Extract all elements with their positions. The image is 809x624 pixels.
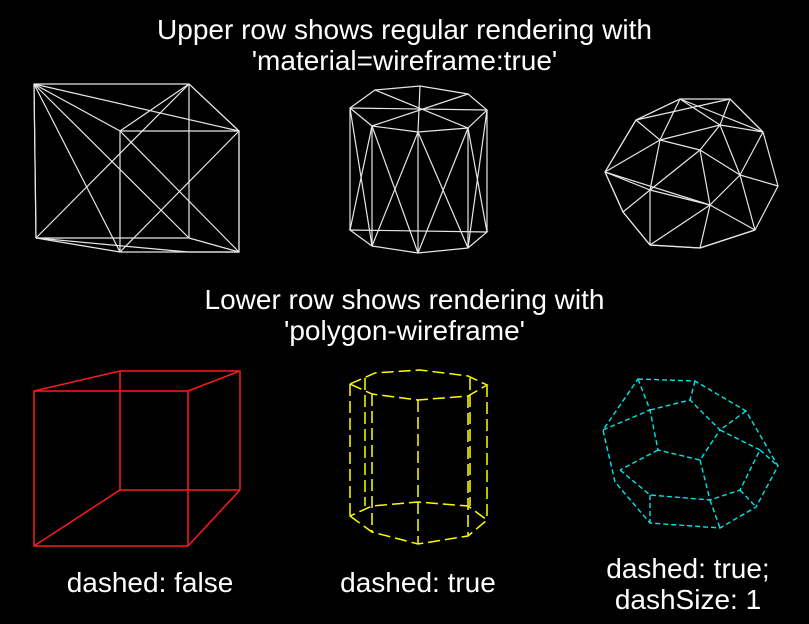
label-line-1: dashed: false — [66, 567, 234, 598]
label-dashed-true: dashed: true — [298, 567, 538, 598]
label-line-2: dashSize: 1 — [614, 584, 762, 615]
dodecahedron-dashed — [602, 378, 779, 529]
upper-caption-line-1: Upper row shows regular rendering with — [157, 14, 652, 45]
upper-caption-line-2: 'material=wireframe:true' — [251, 45, 558, 76]
lower-caption-line-1: Lower row shows rendering with — [204, 284, 605, 315]
cylinder-wireframe — [348, 85, 489, 254]
label-dashed-true-dashsize: dashed: true; dashSize: 1 — [568, 553, 808, 615]
cylinder-dashed — [348, 369, 489, 545]
icosahedron-wireframe — [604, 98, 779, 249]
cube-outline — [33, 370, 241, 547]
label-dashed-false: dashed: false — [30, 567, 270, 598]
upper-row-caption: Upper row shows regular rendering with '… — [0, 14, 809, 76]
cube-wireframe — [33, 83, 240, 253]
lower-caption-line-2: 'polygon-wireframe' — [283, 315, 525, 346]
label-line-1: dashed: true; — [606, 553, 770, 584]
label-line-1: dashed: true — [340, 567, 496, 598]
lower-row-caption: Lower row shows rendering with 'polygon-… — [0, 284, 809, 346]
